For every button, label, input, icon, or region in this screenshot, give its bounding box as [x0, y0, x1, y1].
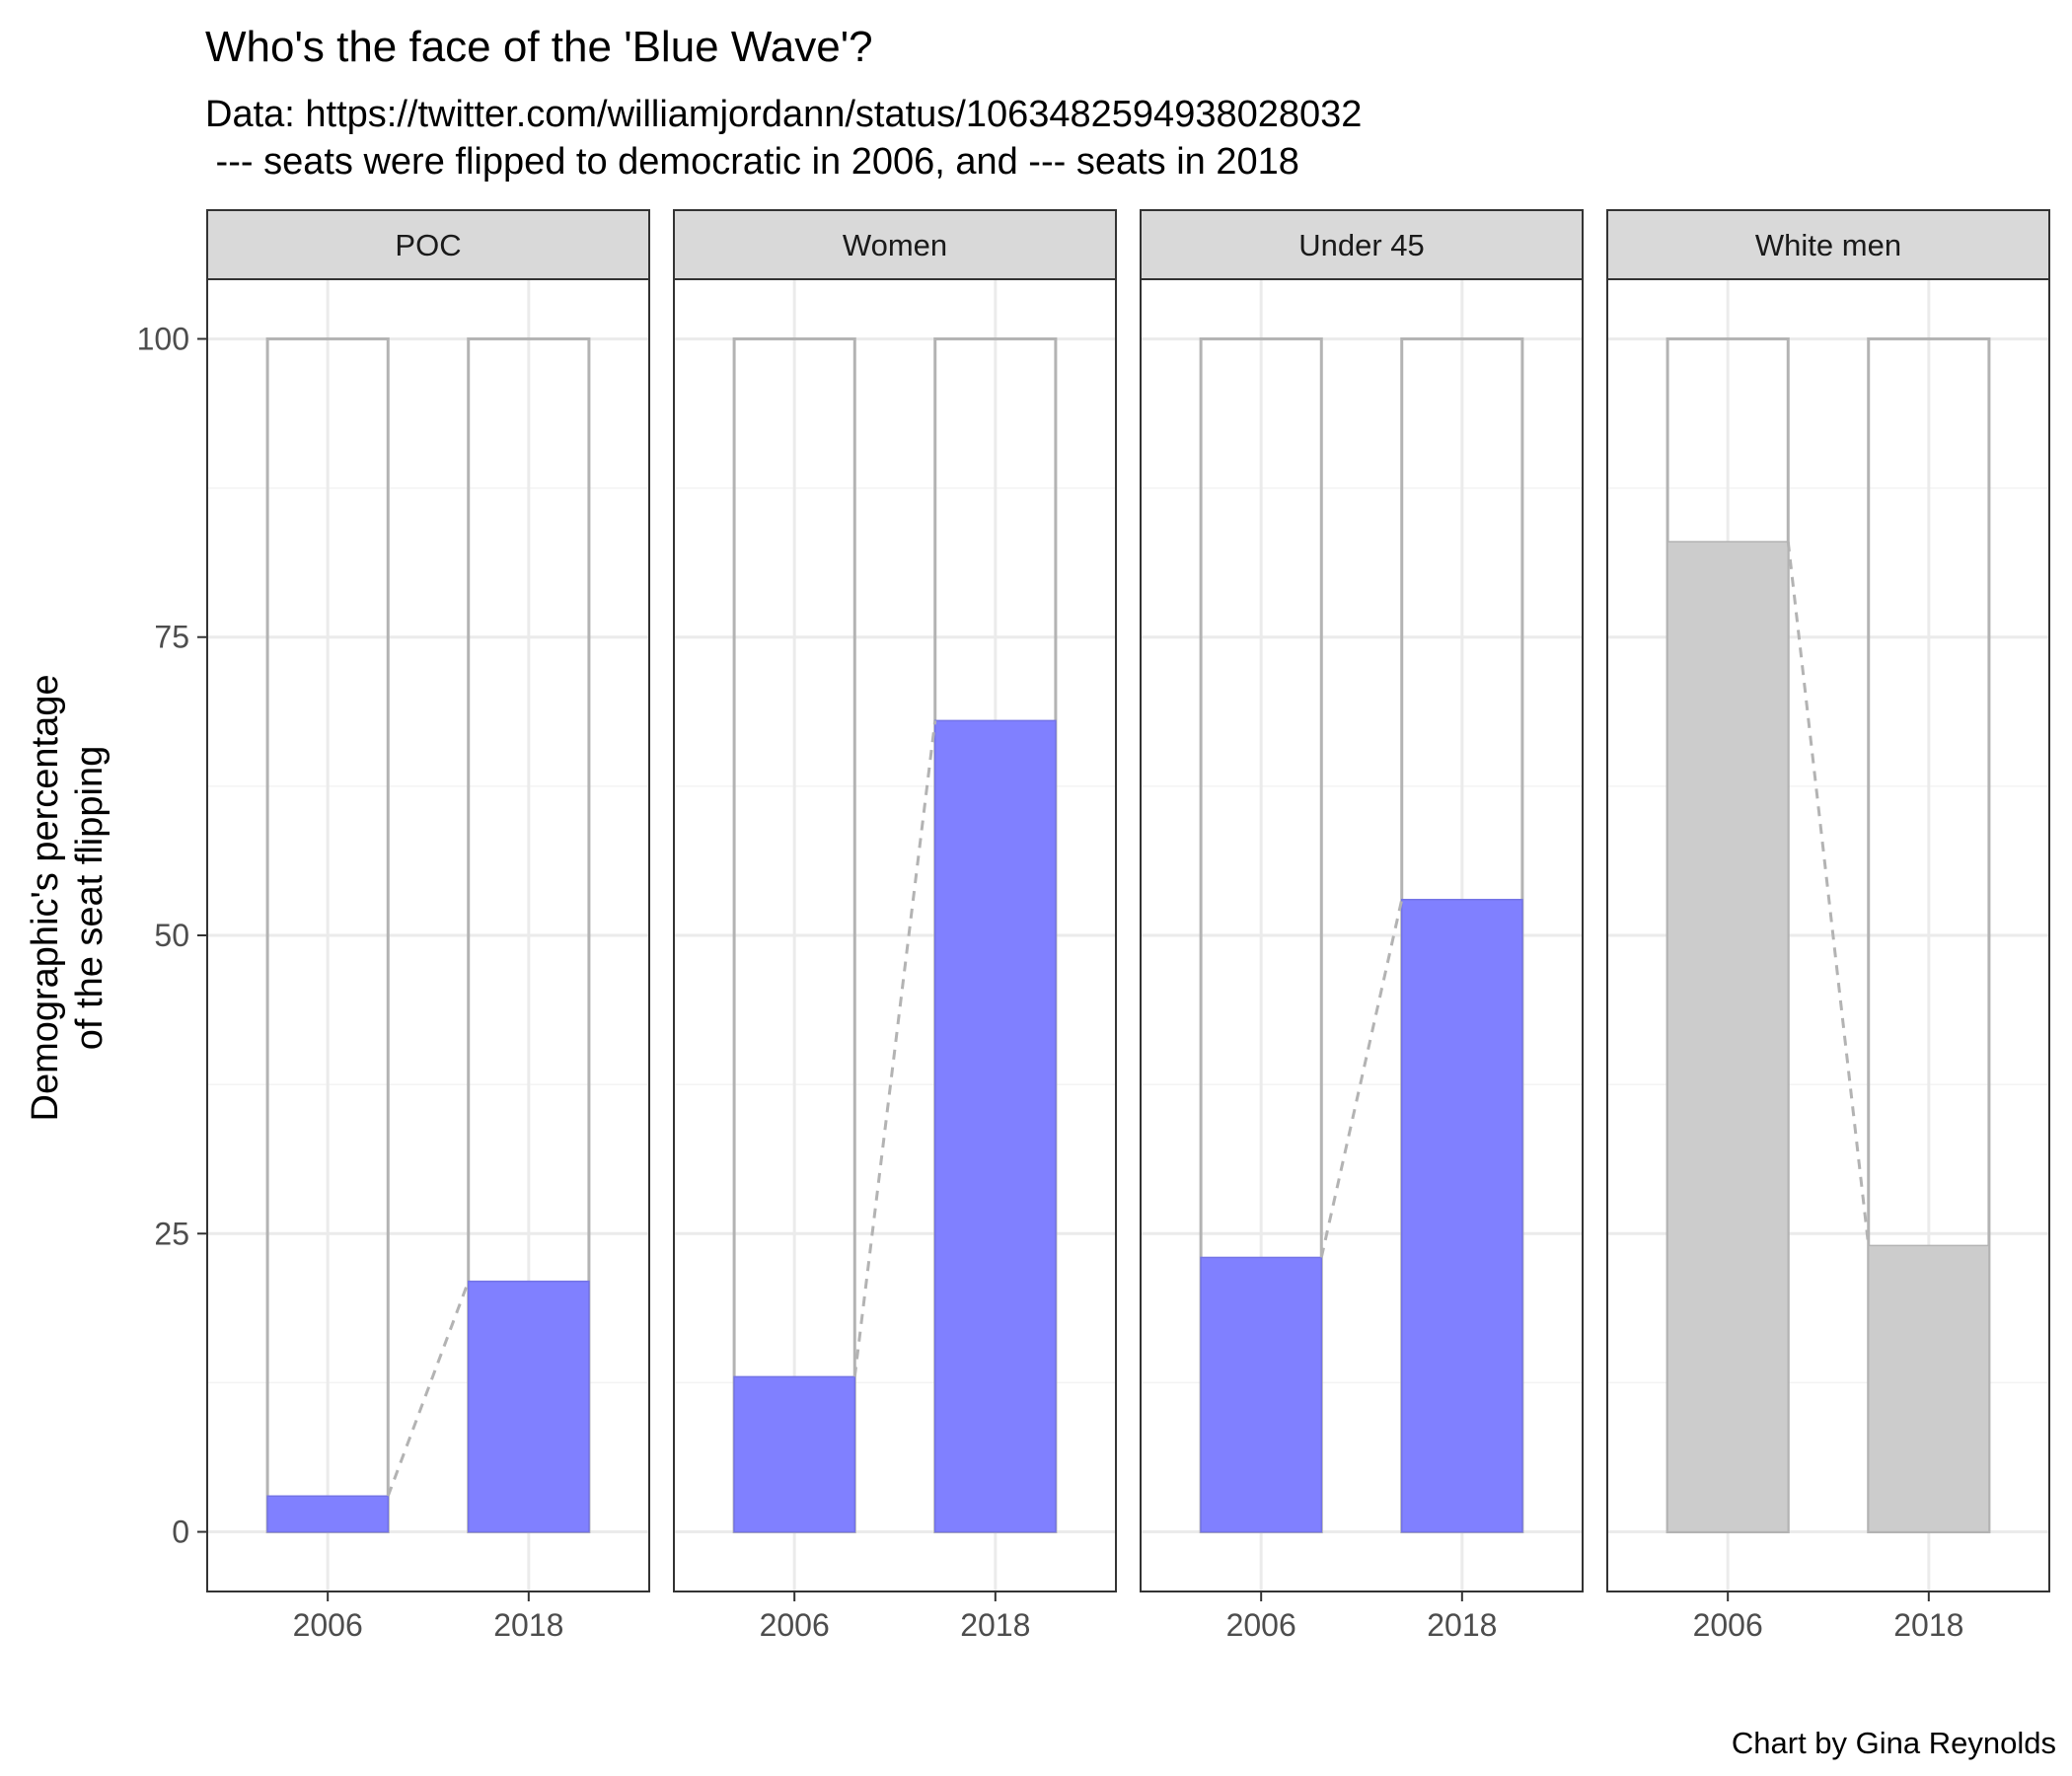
value-bar — [1666, 541, 1790, 1533]
facet-panel: Women 2006 2018 — [673, 209, 1117, 1643]
y-tick-label: 25 — [154, 1216, 189, 1251]
value-bar — [266, 1495, 390, 1533]
y-axis: 0 25 50 75 100 — [137, 321, 207, 1550]
facet-strip — [673, 209, 1117, 280]
y-axis-title: Demographic's percentage of the seat fli… — [25, 675, 111, 1122]
value-bar — [1400, 898, 1523, 1533]
chart-subtitle-line-1: Data: https://twitter.com/williamjordann… — [205, 94, 1362, 135]
y-tick-label: 100 — [137, 321, 189, 356]
facet-strip-label: White men — [1755, 228, 1901, 262]
facet-panel: POC 2006 2018 — [206, 209, 650, 1643]
facet-strip-label: Women — [843, 228, 947, 262]
x-tick-label: 2006 — [760, 1607, 830, 1643]
facet-panel: White men 2006 2018 — [1606, 209, 2050, 1643]
x-tick-label: 2018 — [1893, 1607, 1963, 1643]
facet-strip — [206, 209, 650, 280]
x-tick-label: 2018 — [1427, 1607, 1497, 1643]
facet-strip-label: Under 45 — [1298, 228, 1425, 262]
facet-panel: Under 45 2006 2018 — [1140, 209, 1584, 1643]
value-bar — [1867, 1244, 1990, 1533]
x-tick-label: 2018 — [960, 1607, 1030, 1643]
chart-subtitle-line-2: --- seats were flipped to democratic in … — [205, 141, 1299, 183]
y-tick-label: 0 — [172, 1515, 189, 1550]
x-tick-label: 2018 — [493, 1607, 563, 1643]
value-bar — [467, 1280, 590, 1533]
x-tick-label: 2006 — [1226, 1607, 1296, 1643]
y-axis-title-line-2: of the seat flipping — [69, 746, 111, 1050]
change-connector — [1319, 899, 1404, 1258]
change-connector — [386, 1281, 471, 1497]
value-bar — [733, 1375, 856, 1533]
value-bar — [1200, 1256, 1323, 1533]
facet-strip — [1606, 209, 2050, 280]
y-tick-label: 75 — [154, 620, 189, 655]
x-tick-label: 2006 — [1693, 1607, 1763, 1643]
y-axis-title-line-1: Demographic's percentage — [25, 675, 66, 1122]
y-tick-label: 50 — [154, 918, 189, 953]
chart-caption: Chart by Gina Reynolds — [1732, 1726, 2056, 1760]
change-connector — [1786, 541, 1871, 1246]
facet-strip — [1140, 209, 1584, 280]
facet-strip-label: POC — [395, 228, 461, 262]
value-bar — [933, 719, 1057, 1533]
chart-title: Who's the face of the 'Blue Wave'? — [205, 23, 873, 71]
x-tick-label: 2006 — [293, 1607, 363, 1643]
change-connector — [852, 720, 937, 1377]
facet-panels: POC 2006 2018 Women 2006 2018 Under 45 2006 2018… — [206, 209, 2050, 1643]
